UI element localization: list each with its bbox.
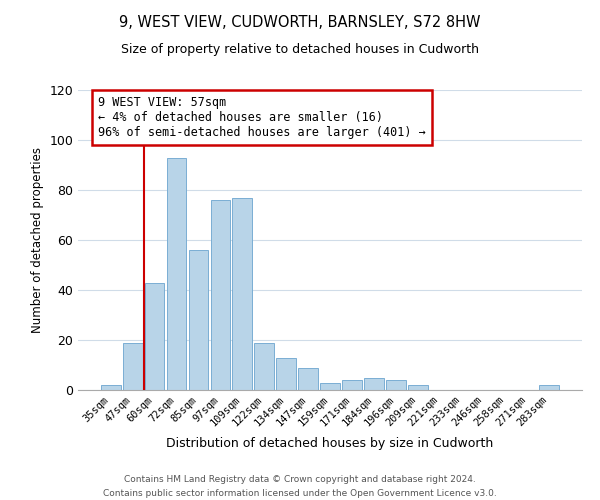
Bar [232, 198, 252, 390]
Bar [123, 342, 143, 390]
Text: 9 WEST VIEW: 57sqm
← 4% of detached houses are smaller (16)
96% of semi-detached: 9 WEST VIEW: 57sqm ← 4% of detached hous… [98, 96, 426, 139]
Bar [167, 158, 187, 390]
Bar [276, 358, 296, 390]
X-axis label: Distribution of detached houses by size in Cudworth: Distribution of detached houses by size … [166, 437, 494, 450]
Bar [145, 282, 164, 390]
Y-axis label: Number of detached properties: Number of detached properties [31, 147, 44, 333]
Bar [364, 378, 384, 390]
Bar [188, 250, 208, 390]
Text: Contains HM Land Registry data © Crown copyright and database right 2024.
Contai: Contains HM Land Registry data © Crown c… [103, 476, 497, 498]
Bar [101, 385, 121, 390]
Bar [539, 385, 559, 390]
Bar [298, 368, 318, 390]
Bar [342, 380, 362, 390]
Bar [408, 385, 428, 390]
Bar [320, 382, 340, 390]
Bar [254, 342, 274, 390]
Text: Size of property relative to detached houses in Cudworth: Size of property relative to detached ho… [121, 42, 479, 56]
Bar [386, 380, 406, 390]
Bar [211, 200, 230, 390]
Text: 9, WEST VIEW, CUDWORTH, BARNSLEY, S72 8HW: 9, WEST VIEW, CUDWORTH, BARNSLEY, S72 8H… [119, 15, 481, 30]
